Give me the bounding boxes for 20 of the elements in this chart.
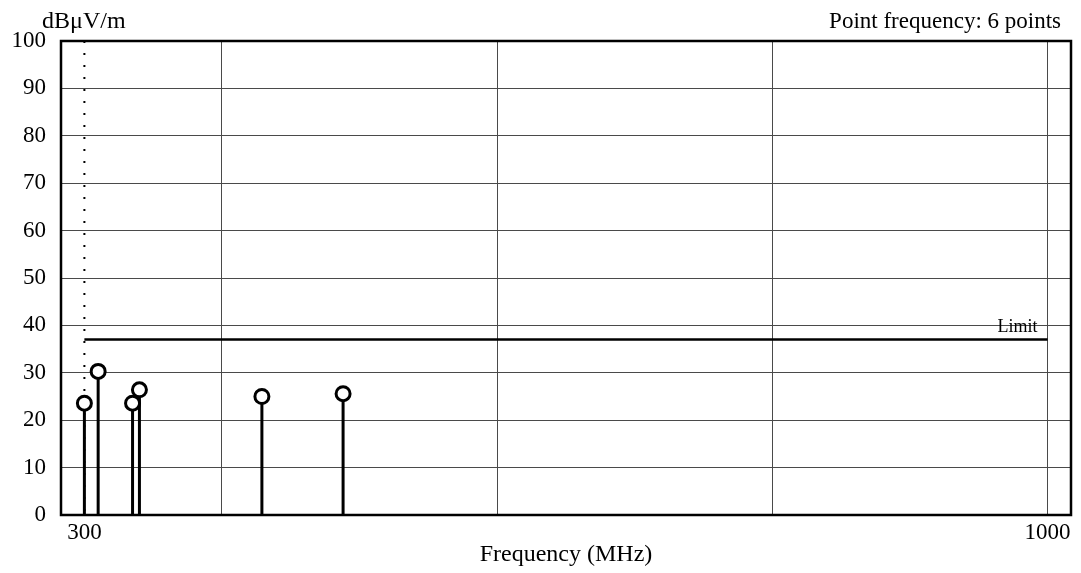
x-axis-title: Frequency (MHz) <box>479 539 653 566</box>
y-tick-label: 80 <box>23 121 46 147</box>
y-tick-label: 90 <box>23 74 46 100</box>
y-tick-label: 60 <box>23 216 46 242</box>
y-tick-label: 70 <box>23 169 46 195</box>
point <box>334 385 352 403</box>
y-tick-label: 30 <box>23 358 46 384</box>
point <box>253 388 271 405</box>
point <box>130 381 148 399</box>
point <box>124 394 142 412</box>
y-tick-label: 20 <box>23 406 46 432</box>
y-tick-label: 40 <box>23 311 46 337</box>
point <box>75 394 93 412</box>
text: Point frequency: 6 points <box>829 8 1062 33</box>
y-tick-label: 50 <box>23 264 46 290</box>
point <box>89 362 107 380</box>
y-tick-label: 0 <box>34 501 46 527</box>
y-tick-label: 10 <box>23 453 46 479</box>
x-tick-label: 300 <box>67 518 102 544</box>
x-tick-label: 1000 <box>1024 518 1071 544</box>
